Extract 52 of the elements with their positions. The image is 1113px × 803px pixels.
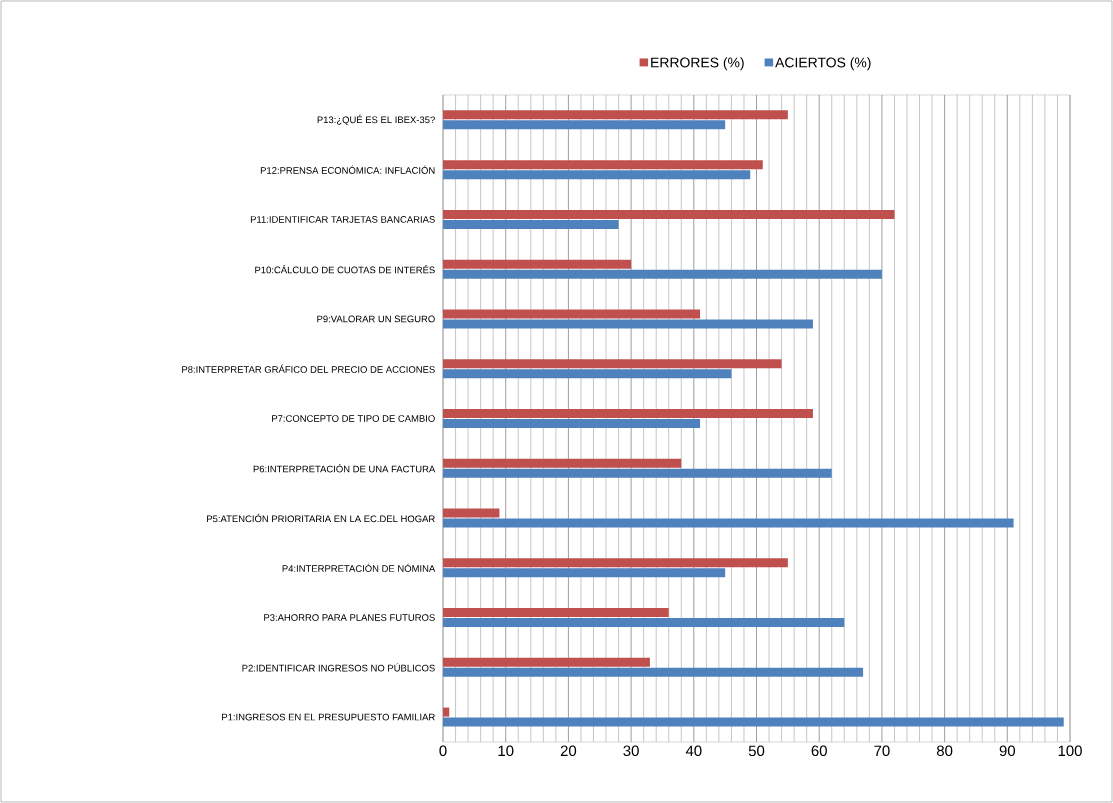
y-tick-label: P4:INTERPRETACIÓN DE NÓMINA — [282, 563, 436, 572]
bar — [443, 269, 882, 279]
y-tick-label: P2:IDENTIFICAR INGRESOS NO PÚBLICOS — [242, 663, 435, 672]
bar — [443, 558, 788, 568]
y-tick-label: P10:CÁLCULO DE CUOTAS DE INTERÉS — [255, 265, 435, 274]
bar — [443, 418, 701, 428]
x-tick-label: 50 — [748, 745, 765, 757]
y-tick-label: P7:CONCEPTO DE TIPO DE CAMBIO — [272, 415, 435, 422]
legend-label: ERRORES (%) — [651, 57, 744, 71]
bar — [443, 209, 895, 219]
x-tick-label: 60 — [811, 745, 827, 757]
x-tick-label: 100 — [1058, 745, 1082, 757]
bar — [443, 667, 864, 677]
x-tick-label: 90 — [999, 745, 1016, 757]
bar — [443, 369, 732, 379]
bar — [443, 259, 632, 269]
x-tick-label: 40 — [685, 745, 702, 757]
y-tick-label: P1:INGRESOS EN EL PRESUPUESTO FAMILIAR — [222, 713, 435, 721]
legend-label: ACIERTOS (%) — [775, 57, 871, 71]
bar — [443, 657, 650, 667]
y-tick-label: P13:¿QUÉ ES EL IBEX-35? — [317, 114, 435, 125]
x-tick-label: 20 — [560, 745, 577, 757]
bar — [443, 219, 619, 229]
bar — [443, 707, 450, 717]
bar — [443, 359, 782, 369]
bar — [443, 160, 763, 170]
y-tick-label: P11:IDENTIFICAR TARJETAS BANCARIAS — [250, 216, 435, 223]
bar — [443, 458, 682, 468]
bar — [443, 170, 751, 180]
bar — [443, 518, 1014, 528]
x-tick-label: 80 — [936, 745, 953, 757]
y-tick-label: P6:INTERPRETACIÓN DE UNA FACTURA — [253, 464, 436, 473]
y-tick-label: P12:PRENSA ECONÓMICA: INFLACIÓN — [260, 165, 435, 174]
bar — [443, 468, 832, 478]
bar — [443, 319, 813, 329]
bar — [443, 309, 701, 319]
bar — [443, 408, 813, 418]
y-tick-label: P9:VALORAR UN SEGURO — [317, 315, 435, 323]
bar — [443, 717, 1064, 727]
bar — [443, 608, 669, 618]
x-tick-label: 30 — [623, 745, 639, 757]
bar — [443, 120, 726, 130]
bar — [443, 508, 500, 518]
y-tick-label: P3:AHORRO PARA PLANES FUTUROS — [264, 614, 435, 621]
x-tick-label: 0 — [439, 745, 447, 757]
bar — [443, 110, 788, 120]
bar — [443, 568, 726, 578]
x-tick-label: 10 — [498, 745, 514, 757]
y-tick-label: P5:ATENCIÓN PRIORITARIA EN LA EC.DEL HOGAR — [207, 513, 435, 523]
x-tick-label: 70 — [874, 745, 890, 757]
bar — [443, 618, 845, 628]
y-tick-label: P8:INTERPRETAR GRÁFICO DEL PRECIO DE ACCIONES — [182, 364, 435, 373]
